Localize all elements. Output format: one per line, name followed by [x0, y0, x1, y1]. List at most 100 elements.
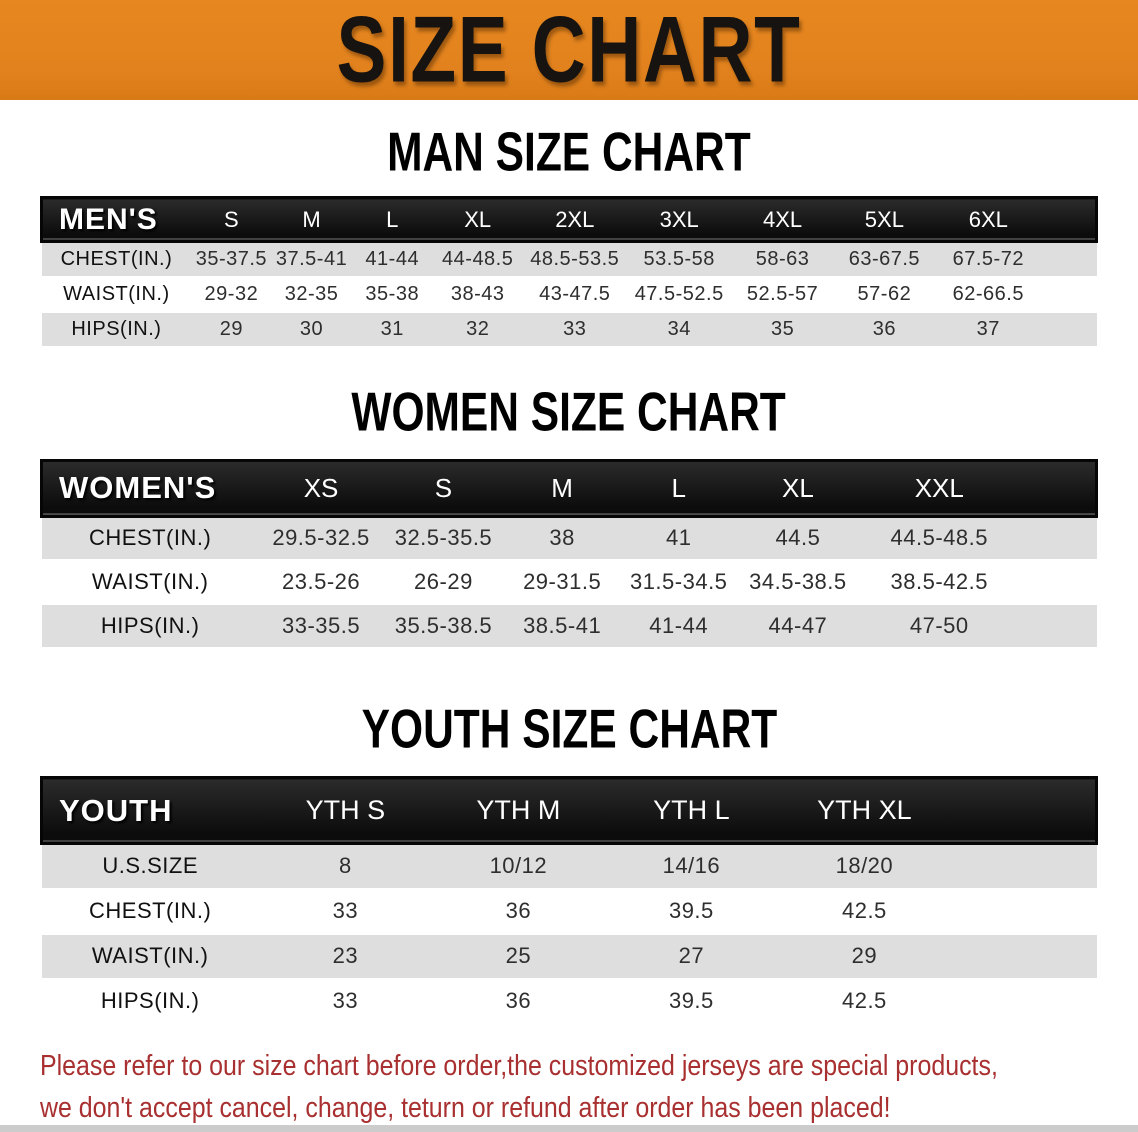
size-column-header: 6XL — [935, 196, 1042, 243]
size-value: 34 — [626, 311, 732, 348]
size-chart-banner: SIZE CHART — [0, 0, 1138, 100]
size-value: 41-44 — [351, 241, 433, 278]
spacer-cell — [950, 888, 1097, 935]
size-header-row: YOUTH YTH S YTH M YTH L YTH XL — [39, 776, 1098, 845]
measurement-row: CHEST(IN.) 33 36 39.5 42.5 — [41, 888, 1097, 935]
spacer-cell — [1019, 560, 1097, 605]
spacer-cell — [950, 843, 1097, 890]
table-group-label: MEN'S — [40, 196, 192, 243]
size-value: 34.5-38.5 — [736, 560, 860, 605]
measure-row-label: WAIST(IN.) — [41, 933, 259, 980]
size-value: 33 — [522, 311, 627, 348]
measurement-row: WAIST(IN.) 23.5-26 26-29 29-31.5 31.5-34.5 34… — [41, 560, 1097, 605]
measurement-row: U.S.SIZE 8 10/12 14/16 18/20 — [41, 843, 1097, 890]
size-column-header: YTH M — [431, 776, 605, 845]
women-section-heading-text: WOMEN SIZE CHART — [351, 380, 787, 443]
size-value: 23.5-26 — [258, 560, 384, 605]
size-value: 35 — [731, 311, 834, 348]
size-value: 33-35.5 — [258, 604, 384, 649]
spacer-cell — [1041, 311, 1097, 348]
size-value: 32.5-35.5 — [383, 516, 504, 561]
size-value: 42.5 — [777, 978, 951, 1025]
measurement-row: CHEST(IN.) 35-37.5 37.5-41 41-44 44-48.5 48.5… — [41, 241, 1097, 278]
size-value: 41 — [620, 516, 737, 561]
size-value: 23 — [258, 933, 432, 980]
disclaimer-note: Please refer to our size chart before or… — [0, 1045, 1138, 1131]
measure-row-label: HIPS(IN.) — [41, 978, 259, 1025]
youth-size-table: YOUTH YTH S YTH M YTH L YTH XL U.S.SIZE 8 10/12… — [39, 776, 1098, 1025]
size-column-header: XXL — [859, 458, 1020, 518]
size-value: 42.5 — [777, 888, 951, 935]
size-column-header: M — [271, 196, 352, 243]
size-value: 29 — [191, 311, 272, 348]
banner-title: SIZE CHART — [336, 0, 802, 102]
spacer-cell — [1019, 604, 1097, 649]
size-value: 8 — [258, 843, 432, 890]
size-column-header: M — [503, 458, 621, 518]
size-value: 29-31.5 — [503, 560, 621, 605]
measure-row-label: CHEST(IN.) — [41, 516, 259, 561]
measurement-row: HIPS(IN.) 33 36 39.5 42.5 — [41, 978, 1097, 1025]
size-column-header: L — [351, 196, 433, 243]
measurement-row: HIPS(IN.) 29 30 31 32 33 34 35 36 37 — [41, 311, 1097, 348]
size-header-row: MEN'S S M L XL 2XL 3XL 4XL 5XL 6XL — [40, 196, 1098, 243]
disclaimer-line-2: we don't accept cancel, change, teturn o… — [40, 1092, 891, 1125]
measure-row-label: CHEST(IN.) — [41, 888, 259, 935]
table-group-label: WOMEN'S — [39, 458, 259, 518]
size-value: 29-32 — [191, 276, 272, 313]
measure-row-label: HIPS(IN.) — [41, 311, 192, 348]
measure-row-label: WAIST(IN.) — [41, 276, 192, 313]
size-value: 36 — [431, 978, 605, 1025]
spacer-cell — [950, 776, 1098, 845]
size-value: 48.5-53.5 — [522, 241, 627, 278]
table-group-label: YOUTH — [39, 776, 259, 845]
size-value: 10/12 — [431, 843, 605, 890]
youth-section-heading: YOUTH SIZE CHART — [0, 700, 1138, 757]
size-value: 35-37.5 — [191, 241, 272, 278]
size-column-header: XS — [258, 458, 384, 518]
measure-row-label: CHEST(IN.) — [41, 241, 192, 278]
size-value: 38-43 — [432, 276, 523, 313]
spacer-cell — [1019, 516, 1097, 561]
size-value: 53.5-58 — [626, 241, 732, 278]
size-column-header: YTH S — [258, 776, 432, 845]
size-value: 26-29 — [383, 560, 504, 605]
size-value: 47-50 — [859, 604, 1020, 649]
size-value: 35.5-38.5 — [383, 604, 504, 649]
size-value: 32-35 — [271, 276, 352, 313]
size-value: 38 — [503, 516, 621, 561]
size-value: 43-47.5 — [522, 276, 627, 313]
size-column-header: L — [620, 458, 737, 518]
disclaimer-line-1: Please refer to our size chart before or… — [40, 1049, 998, 1082]
size-column-header: S — [191, 196, 272, 243]
size-column-header: YTH XL — [777, 776, 951, 845]
size-column-header: 3XL — [626, 196, 732, 243]
size-value: 27 — [604, 933, 778, 980]
size-value: 31.5-34.5 — [620, 560, 737, 605]
size-value: 36 — [431, 888, 605, 935]
size-column-header: 5XL — [833, 196, 936, 243]
size-value: 63-67.5 — [833, 241, 936, 278]
bottom-edge-strip — [0, 1125, 1138, 1132]
women-size-table: WOMEN'S XS S M L XL XXL CHEST(IN.) 29.5-32.5 32.5… — [39, 458, 1099, 649]
spacer-cell — [950, 978, 1097, 1025]
size-value: 37.5-41 — [271, 241, 352, 278]
women-section-heading: WOMEN SIZE CHART — [0, 380, 1138, 443]
size-value: 25 — [431, 933, 605, 980]
men-section-heading-text: MAN SIZE CHART — [387, 121, 751, 183]
men-size-table: MEN'S S M L XL 2XL 3XL 4XL 5XL 6XL CHEST(IN.) 35-37… — [40, 196, 1098, 348]
size-value: 14/16 — [604, 843, 778, 890]
size-value: 31 — [351, 311, 433, 348]
size-value: 36 — [833, 311, 936, 348]
size-column-header: 2XL — [522, 196, 627, 243]
size-value: 38.5-41 — [503, 604, 621, 649]
size-value: 33 — [258, 978, 432, 1025]
size-value: 57-62 — [833, 276, 936, 313]
size-column-header: S — [383, 458, 504, 518]
size-column-header: 4XL — [731, 196, 834, 243]
size-value: 44-47 — [736, 604, 860, 649]
measure-row-label: WAIST(IN.) — [41, 560, 259, 605]
size-value: 35-38 — [351, 276, 433, 313]
size-value: 58-63 — [731, 241, 834, 278]
size-value: 62-66.5 — [935, 276, 1042, 313]
